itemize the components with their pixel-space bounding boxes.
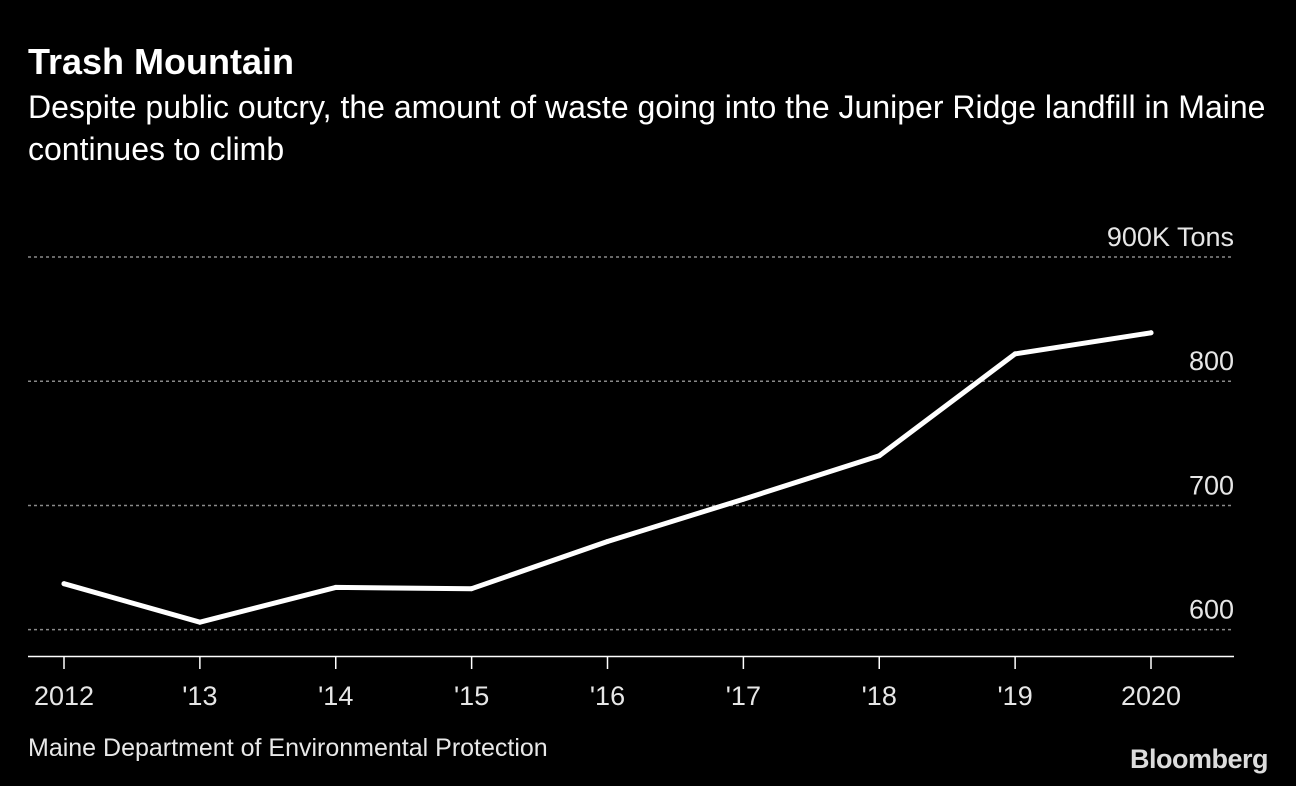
gridlines <box>28 256 1234 631</box>
y-tick-label: 800 <box>1189 346 1234 376</box>
data-point <box>876 453 882 459</box>
y-axis-tick-labels: 600 700 800 900K Tons <box>1107 222 1234 625</box>
x-tick-label: '16 <box>590 681 625 711</box>
y-tick-label: 900K Tons <box>1107 222 1234 252</box>
series-layer <box>61 330 1154 625</box>
y-tick-label: 600 <box>1189 595 1234 625</box>
x-tick-label: '14 <box>318 681 353 711</box>
x-tick-label: '18 <box>862 681 897 711</box>
data-point <box>333 584 339 590</box>
chart-title: Trash Mountain <box>28 41 295 82</box>
x-tick-label: '17 <box>726 681 761 711</box>
y-tick-label: 700 <box>1189 470 1234 500</box>
source-note: Maine Department of Environmental Protec… <box>28 734 548 762</box>
data-point <box>1148 330 1154 336</box>
data-point <box>197 619 203 625</box>
x-axis-ticks: 2012 '13 '14 '15 '16 '17 '18 '19 2020 <box>34 657 1181 711</box>
x-tick-label: '19 <box>998 681 1033 711</box>
data-point <box>469 586 475 592</box>
data-point <box>740 496 746 502</box>
data-point <box>61 581 67 587</box>
data-point <box>1012 351 1018 357</box>
chart-subtitle: Despite public outcry, the amount of was… <box>28 89 1266 167</box>
x-tick-label: 2020 <box>1121 681 1181 711</box>
x-tick-label: '13 <box>182 681 217 711</box>
x-tick-label: '15 <box>454 681 489 711</box>
x-tick-label: 2012 <box>34 681 94 711</box>
bloomberg-logo: Bloomberg <box>1129 744 1269 774</box>
data-point <box>605 538 610 544</box>
series-line <box>61 330 1154 625</box>
